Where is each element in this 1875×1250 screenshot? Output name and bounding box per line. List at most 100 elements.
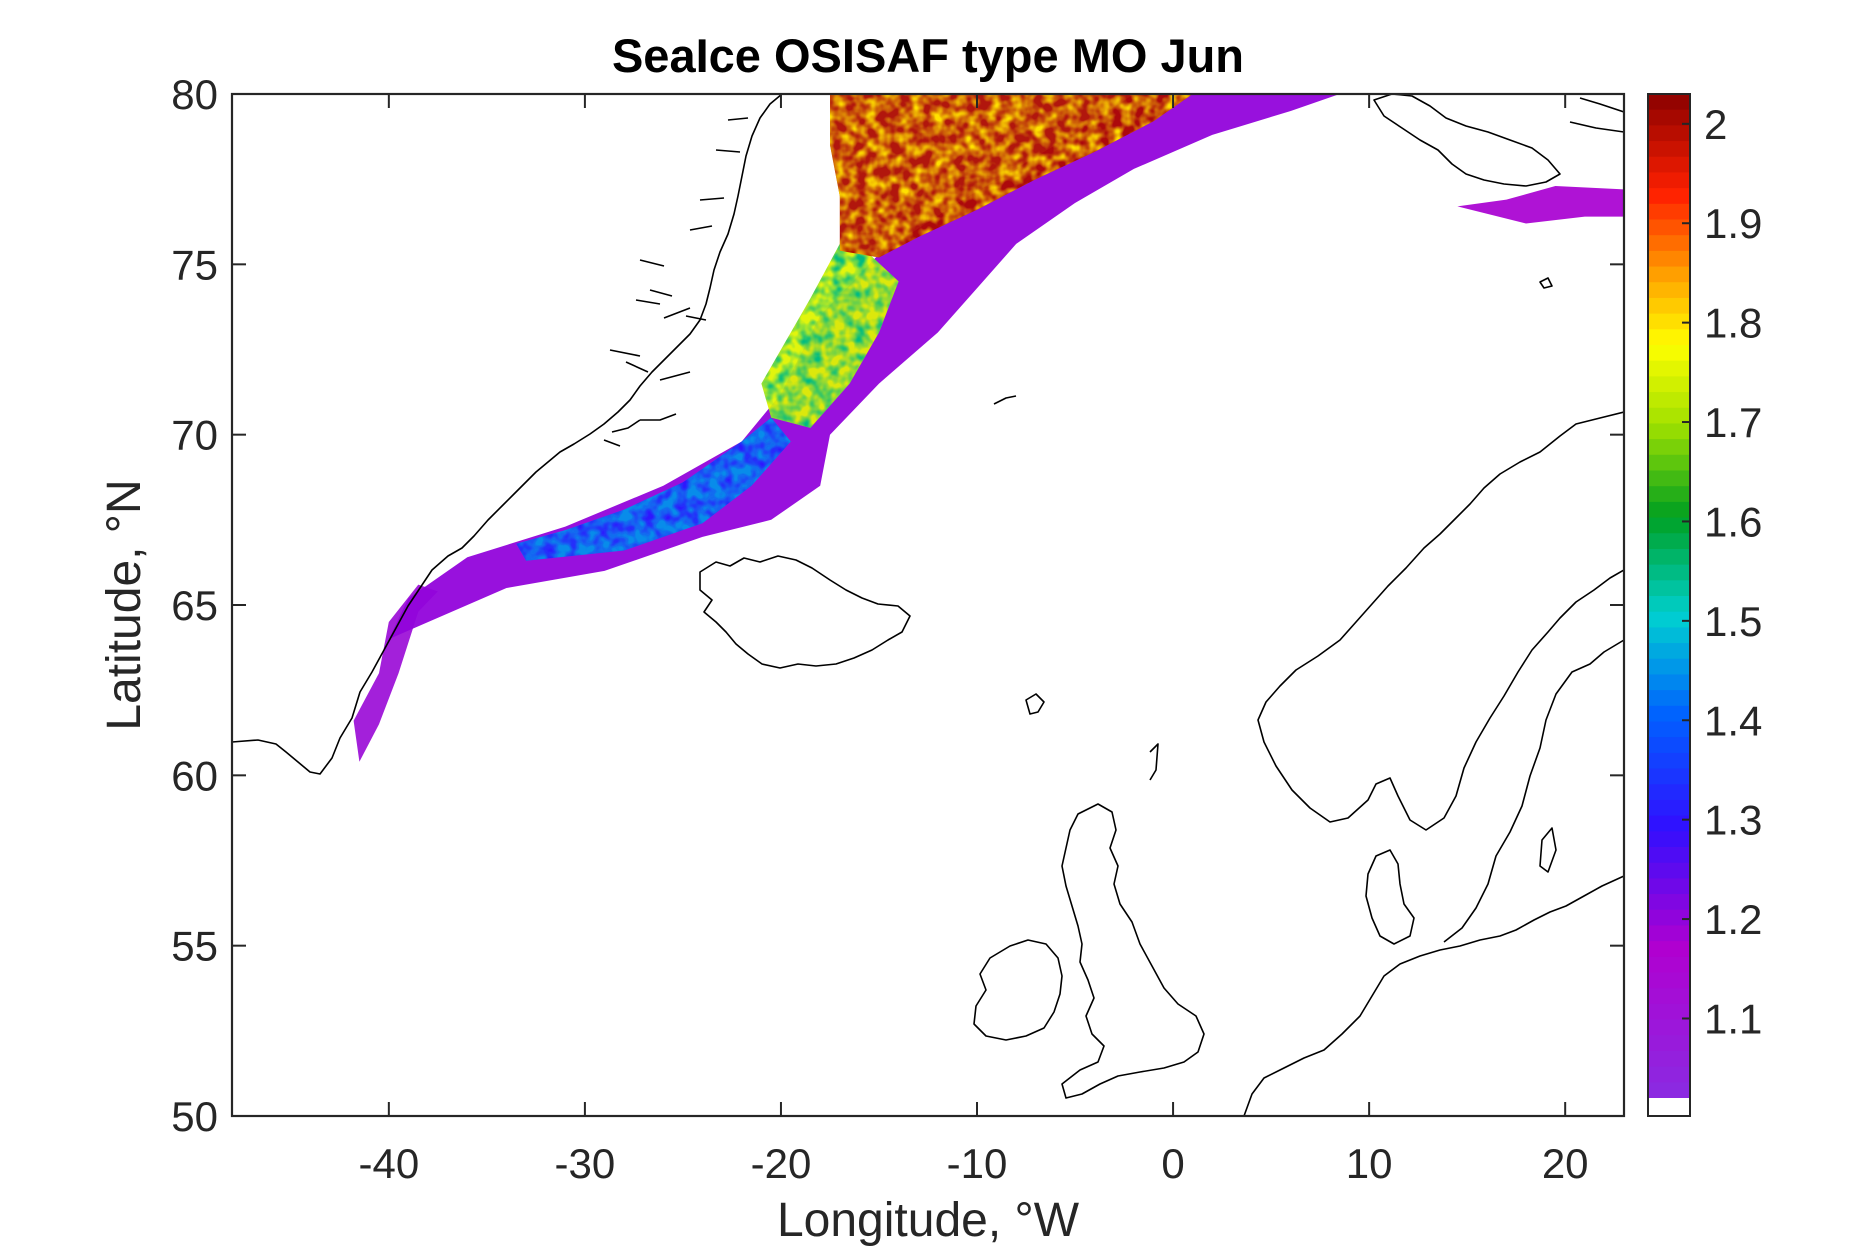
colorbar-segment — [1648, 345, 1690, 362]
colorbar-segment — [1648, 752, 1690, 770]
coastline-layer — [232, 94, 1624, 1116]
colorbar-segment — [1648, 219, 1690, 236]
colorbar-segment — [1648, 1003, 1690, 1021]
colorbar-segment — [1648, 439, 1690, 456]
x-axis-ticks: -40 -30 -20 -10 0 10 20 — [358, 94, 1589, 1187]
y-tick-label: 65 — [171, 582, 218, 629]
colorbar-segment — [1648, 690, 1690, 707]
colorbar-segment — [1648, 831, 1690, 848]
x-tick-label: 10 — [1346, 1140, 1393, 1187]
x-tick-label: -30 — [555, 1140, 616, 1187]
colorbar-segment — [1648, 1035, 1690, 1052]
colorbar-tick-label: 1.2 — [1704, 896, 1762, 943]
colorbar-segment — [1648, 313, 1690, 330]
colorbar-segment — [1648, 156, 1690, 174]
colorbar-segment — [1648, 250, 1690, 268]
denmark-coastline — [1365, 849, 1415, 945]
y-tick-label: 75 — [171, 241, 218, 288]
colorbar-segment — [1648, 533, 1690, 550]
ice-texture-patch — [830, 94, 1193, 258]
colorbar-segment — [1648, 282, 1690, 299]
colorbar-segment — [1648, 768, 1690, 785]
x-tick-label: -20 — [751, 1140, 812, 1187]
ice-texture — [516, 94, 1193, 561]
colorbar-segment — [1648, 941, 1690, 958]
colorbar-segment — [1648, 454, 1690, 472]
colorbar-segment — [1648, 1019, 1690, 1036]
colorbar-segment — [1648, 548, 1690, 566]
colorbar-tick-label: 1.9 — [1704, 200, 1762, 247]
colorbar-tick-label: 1.7 — [1704, 399, 1762, 446]
colorbar-segment — [1648, 392, 1690, 409]
colorbar-segment — [1648, 611, 1690, 628]
great-britain-coastline — [1061, 803, 1205, 1099]
colorbar-tick-label: 1.1 — [1704, 995, 1762, 1042]
colorbar-segment — [1648, 658, 1690, 676]
greenland-fjords — [603, 117, 749, 447]
europe-north-coast — [1243, 875, 1624, 1116]
y-tick-label: 80 — [171, 71, 218, 118]
x-tick-label: 20 — [1542, 1140, 1589, 1187]
x-tick-label: -40 — [358, 1140, 419, 1187]
svalbard-coastline — [1373, 94, 1561, 187]
ice-texture-patch — [516, 417, 791, 561]
chart-title: SeaIce OSISAF type MO Jun — [612, 29, 1244, 82]
y-tick-label: 60 — [171, 752, 218, 799]
colorbar-segment — [1648, 329, 1690, 346]
faroe-islands — [1025, 693, 1045, 715]
colorbar-segment — [1648, 141, 1690, 158]
colorbar-segment — [1648, 1082, 1690, 1099]
colorbar-segment — [1648, 486, 1690, 503]
gotland-island — [1539, 827, 1557, 873]
colorbar-segment — [1648, 360, 1690, 377]
iceland-coastline — [699, 555, 911, 669]
colorbar-segment — [1648, 627, 1690, 644]
colorbar-segment — [1648, 109, 1690, 126]
colorbar-segment — [1648, 721, 1690, 738]
ice-region-east-greenland-outer-edge — [388, 94, 1340, 640]
sea-ice-field — [353, 94, 1624, 762]
colorbar-segment — [1648, 799, 1690, 817]
ice-region-southeast-greenland-coast — [353, 584, 438, 762]
colorbar-segment — [1648, 1066, 1690, 1083]
colorbar-segment — [1648, 925, 1690, 942]
colorbar-segment — [1648, 203, 1690, 221]
ireland-coastline — [973, 939, 1063, 1041]
colorbar-tick-label: 1.4 — [1704, 697, 1762, 744]
colorbar-segment — [1648, 972, 1690, 989]
colorbar-segment — [1648, 674, 1690, 691]
ice-region-svalbard-south — [1457, 186, 1624, 224]
colorbar-segment — [1648, 1050, 1690, 1068]
colorbar-segment — [1648, 643, 1690, 660]
jan-mayen — [993, 395, 1017, 405]
colorbar-segment — [1648, 470, 1690, 487]
y-tick-label: 55 — [171, 923, 218, 970]
y-tick-label: 70 — [171, 412, 218, 459]
colorbar-tick-label: 1.3 — [1704, 797, 1762, 844]
svalbard-northeast — [1569, 97, 1624, 133]
colorbar-below-range — [1648, 1098, 1690, 1116]
ice-texture-patch — [761, 243, 899, 428]
colorbar-segment — [1648, 266, 1690, 283]
colorbar-segment — [1648, 235, 1690, 252]
colorbar: 1.1 1.2 1.3 1.4 1.5 1.6 1.7 1.8 1.9 2 — [1647, 93, 1762, 1117]
shetland-islands — [1149, 743, 1159, 781]
colorbar-segment — [1648, 517, 1690, 534]
y-tick-label: 50 — [171, 1093, 218, 1140]
colorbar-tick-label: 1.6 — [1704, 498, 1762, 545]
colorbar-segment — [1648, 737, 1690, 754]
colorbar-frame — [1647, 93, 1691, 1117]
colorbar-segment — [1648, 94, 1690, 111]
x-tick-label: 0 — [1161, 1140, 1184, 1187]
colorbar-tick-label: 1.5 — [1704, 598, 1762, 645]
colorbar-segment — [1648, 172, 1690, 189]
x-axis-label: Longitude, °W — [777, 1194, 1080, 1247]
colorbar-segment — [1648, 580, 1690, 597]
finland-coastline — [1443, 639, 1624, 943]
colorbar-segment — [1648, 878, 1690, 895]
colorbar-tick-label: 1.8 — [1704, 300, 1762, 347]
y-axis-label: Latitude, °N — [98, 479, 151, 730]
colorbar-segment — [1648, 376, 1690, 393]
colorbar-segment — [1648, 815, 1690, 832]
